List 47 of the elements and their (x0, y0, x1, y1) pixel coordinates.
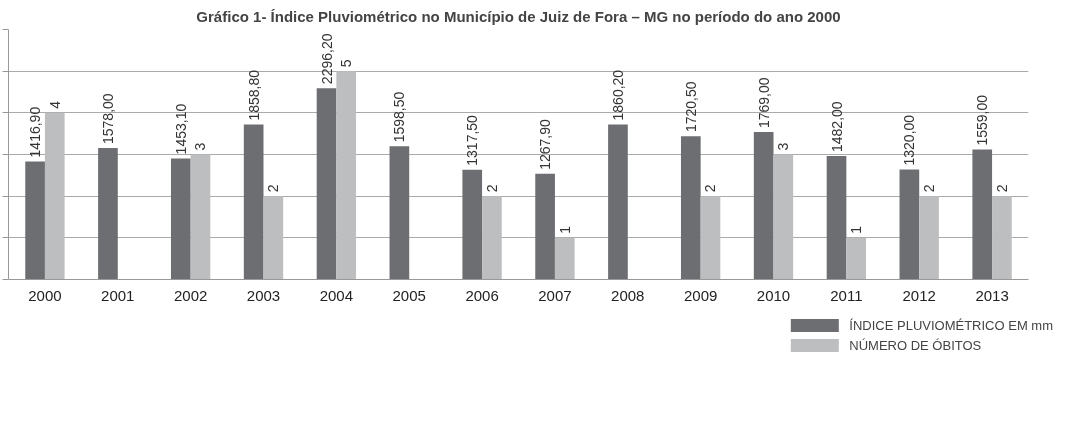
data-label: 2296,20 (318, 33, 335, 85)
x-tick-label: 2006 (465, 286, 499, 304)
x-tick-label: 2009 (683, 286, 718, 304)
data-label: 1720,50 (682, 81, 699, 133)
data-label: 1 (556, 225, 573, 234)
data-label: 2 (921, 184, 938, 193)
x-tick-label: 2012 (902, 286, 936, 304)
data-label: 2 (702, 184, 719, 193)
x-tick-label: 2002 (173, 286, 208, 304)
data-label: 1858,80 (245, 69, 262, 121)
x-tick-label: 2010 (756, 286, 791, 304)
bar (98, 148, 118, 280)
data-label: 1559,00 (974, 94, 991, 146)
data-label: 1453,10 (172, 103, 189, 155)
data-label: 2 (483, 184, 500, 193)
legend-label: NÚMERO DE ÓBITOS (849, 337, 982, 353)
data-label: 1860,20 (609, 69, 626, 121)
data-label: 1267,90 (537, 119, 554, 170)
x-tick-label: 2005 (392, 286, 426, 304)
data-label: 3 (192, 142, 209, 151)
data-label: 1598,50 (391, 91, 408, 143)
x-tick-label: 2001 (101, 286, 135, 304)
legend-label: ÍNDICE PLUVIOMÉTRICO EM mm (849, 317, 1053, 333)
chart-title: Gráfico 1- Índice Pluviométrico no Município de Juiz de Fora – MG no período do ano 2000 (196, 7, 841, 25)
bar (535, 173, 555, 280)
bar (826, 156, 847, 280)
data-label: 1769,00 (755, 77, 772, 129)
data-label: 1482,00 (828, 101, 845, 152)
x-tick-label: 2011 (830, 286, 863, 304)
data-label: 5 (338, 59, 355, 68)
x-tick-label: 2008 (611, 286, 645, 304)
bar (608, 124, 628, 280)
bar (389, 146, 410, 280)
data-label: 1578,00 (99, 93, 116, 144)
data-label: 2 (993, 184, 1010, 193)
data-label: 1317,50 (464, 114, 481, 166)
x-tick-label: 2013 (975, 286, 1009, 304)
x-tick-label: 2000 (28, 286, 62, 304)
data-label: 1320,00 (901, 114, 918, 166)
x-tick-label: 2004 (319, 286, 354, 304)
x-tick-label: 2007 (538, 286, 572, 304)
data-label: 3 (775, 142, 792, 151)
x-tick-label: 2003 (246, 286, 281, 304)
data-label: 4 (46, 100, 63, 109)
data-label: 1416,90 (27, 106, 44, 158)
data-label: 2 (265, 184, 282, 193)
data-label: 1 (848, 225, 865, 234)
